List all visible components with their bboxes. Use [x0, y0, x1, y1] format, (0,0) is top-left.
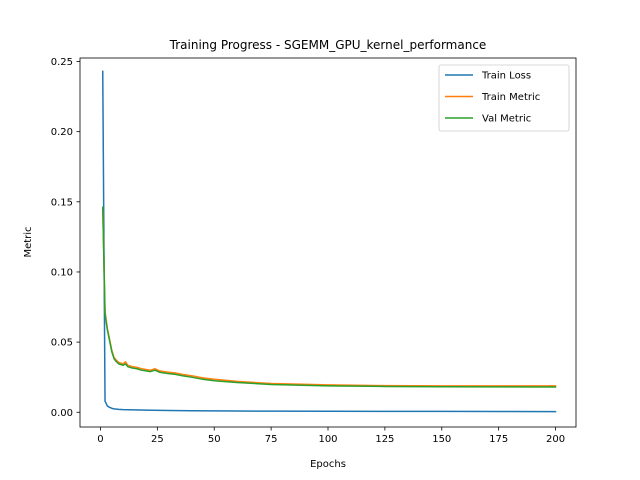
plot-lines	[101, 70, 557, 413]
x-axis: 0 25 50 75 100 125 150 175 200	[97, 427, 565, 445]
x-tick-label: 150	[432, 434, 451, 445]
y-axis: 0.00 0.05 0.10 0.15 0.20 0.25	[51, 57, 80, 419]
legend-label-1: Train Metric	[481, 92, 540, 103]
x-tick-label: 25	[151, 434, 164, 445]
legend-label-0: Train Loss	[481, 71, 531, 82]
y-tick-label: 0.10	[51, 267, 73, 278]
series-line-0	[101, 70, 557, 413]
y-tick-label: 0.25	[51, 57, 73, 68]
x-tick-label: 125	[375, 434, 394, 445]
legend-label-2: Val Metric	[482, 114, 531, 125]
y-axis-title: Metric	[23, 226, 34, 257]
series-line-2	[101, 206, 557, 388]
legend-box	[438, 64, 570, 132]
x-tick-label: 175	[489, 434, 508, 445]
y-tick-label: 0.00	[51, 408, 73, 419]
chart-title: Training Progress - SGEMM_GPU_kernel_per…	[169, 38, 487, 52]
x-tick-label: 75	[265, 434, 278, 445]
y-tick-label: 0.20	[51, 127, 73, 138]
x-tick-label: 0	[97, 434, 103, 445]
y-tick-label: 0.05	[51, 338, 73, 349]
legend: Train Loss Train Metric Val Metric	[438, 64, 570, 132]
x-axis-title: Epochs	[310, 459, 346, 470]
x-tick-label: 50	[208, 434, 221, 445]
x-tick-label: 100	[318, 434, 337, 445]
y-tick-label: 0.15	[51, 197, 73, 208]
x-tick-label: 200	[546, 434, 565, 445]
